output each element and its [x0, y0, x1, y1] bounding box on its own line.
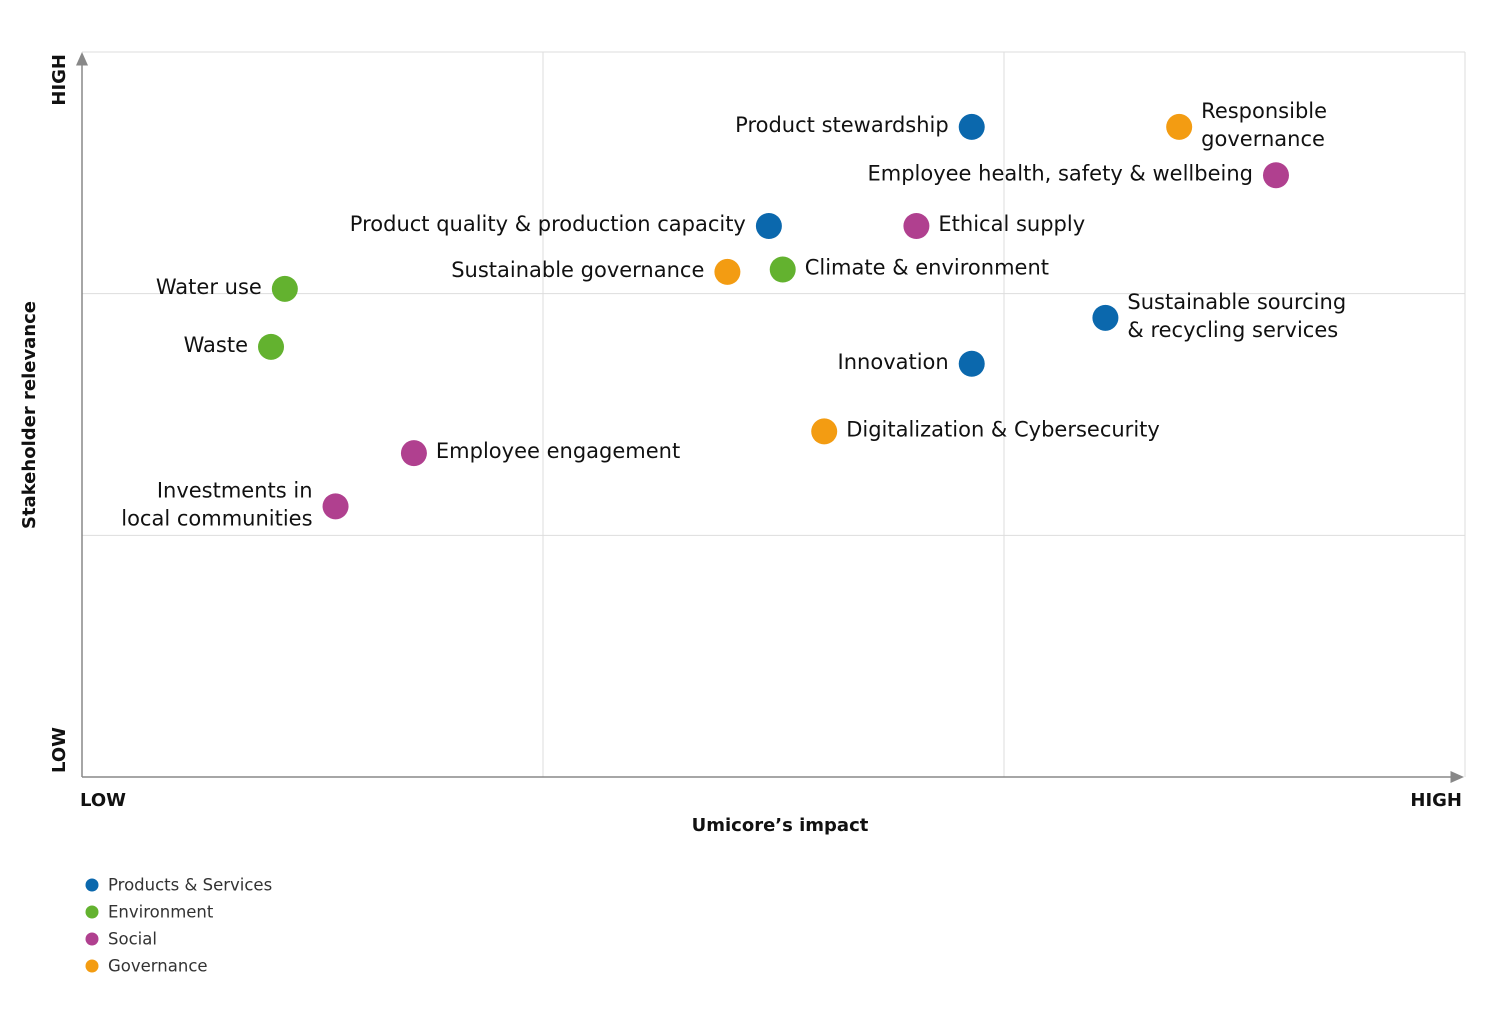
- point-label: Innovation: [838, 350, 949, 374]
- point: [1262, 162, 1289, 189]
- point: [811, 418, 838, 445]
- point-label: Water use: [156, 275, 262, 299]
- point: [769, 256, 796, 283]
- point-label: governance: [1201, 127, 1325, 151]
- point-label: Ethical supply: [938, 212, 1085, 236]
- legend-swatch: [85, 932, 99, 946]
- point: [958, 113, 985, 140]
- legend-label: Environment: [108, 903, 214, 922]
- point-label: Sustainable sourcing: [1127, 290, 1346, 314]
- point-label: Employee health, safety & wellbeing: [867, 161, 1253, 185]
- legend-label: Products & Services: [108, 876, 272, 895]
- point: [714, 258, 741, 285]
- point-label: Investments in: [157, 478, 313, 502]
- point: [903, 213, 930, 239]
- point: [1092, 304, 1119, 331]
- point: [958, 350, 985, 377]
- point: [258, 333, 285, 360]
- point: [755, 213, 782, 239]
- point: [271, 275, 298, 302]
- legend-swatch: [85, 959, 99, 973]
- x-axis-title: Umicore’s impact: [692, 815, 869, 836]
- point-label: & recycling services: [1127, 318, 1338, 342]
- x-tick-label: LOW: [80, 790, 126, 811]
- point-label: Climate & environment: [805, 256, 1049, 280]
- grid: [82, 52, 1465, 777]
- x-tick-label: HIGH: [1410, 790, 1462, 811]
- point-label: Waste: [184, 333, 248, 357]
- point-label: local communities: [121, 506, 312, 530]
- point-label: Sustainable governance: [451, 258, 704, 282]
- y-axis-title: Stakeholder relevance: [19, 301, 40, 529]
- point-label: Digitalization & Cybersecurity: [846, 417, 1160, 441]
- point-label: Responsible: [1201, 99, 1327, 123]
- point: [1166, 113, 1193, 140]
- legend-swatch: [85, 878, 99, 892]
- legend-label: Governance: [108, 957, 208, 976]
- point-label: Product quality & production capacity: [350, 212, 746, 236]
- legend-label: Social: [108, 930, 157, 949]
- point: [400, 440, 427, 467]
- point-label: Product stewardship: [735, 113, 949, 137]
- y-tick-label: HIGH: [49, 54, 70, 106]
- point-label: Employee engagement: [436, 439, 680, 463]
- y-tick-label: LOW: [49, 727, 70, 773]
- point: [322, 493, 349, 520]
- legend-swatch: [85, 905, 99, 919]
